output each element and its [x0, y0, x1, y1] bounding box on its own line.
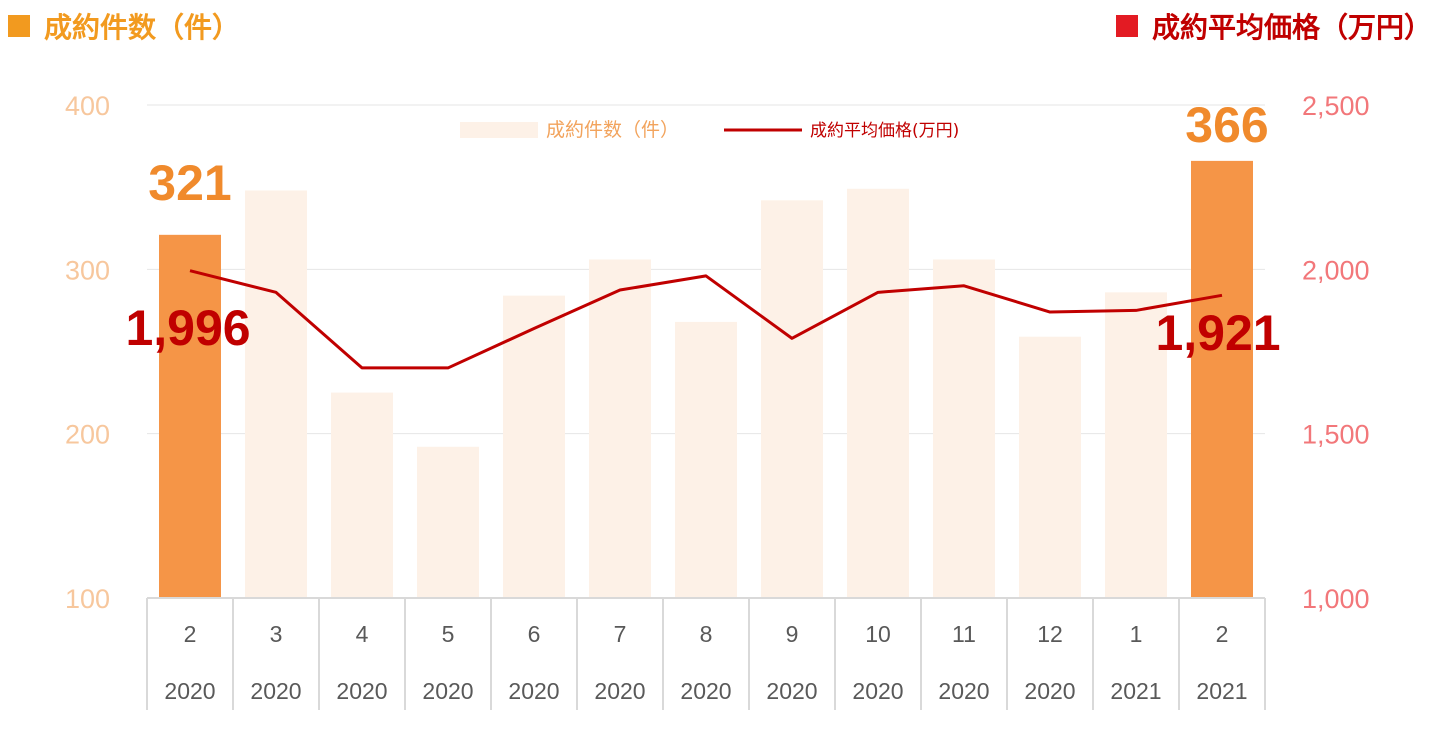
left-axis-tick: 300: [65, 255, 110, 285]
left-axis-tick: 200: [65, 420, 110, 450]
bar: [417, 446, 479, 598]
x-tick-year: 2020: [766, 678, 817, 704]
x-tick-month: 8: [700, 621, 713, 647]
bar: [503, 295, 565, 598]
legend-bar-label: 成約件数（件）: [546, 119, 679, 141]
x-tick-year: 2020: [422, 678, 473, 704]
x-tick-month: 2: [1216, 621, 1229, 647]
left-axis-title: 成約件数（件）: [8, 6, 240, 46]
right-title-square-icon: [1115, 15, 1138, 37]
bar: [933, 259, 995, 598]
legend-bar-swatch: [460, 122, 538, 138]
bars: [159, 160, 1253, 598]
left-axis: 100 200 300 400: [65, 91, 110, 614]
bar: [675, 321, 737, 598]
bar: [847, 188, 909, 598]
x-tick-month: 10: [865, 621, 891, 647]
left-title-square-icon: [8, 15, 30, 37]
bar: [1105, 292, 1167, 598]
x-tick-month: 12: [1037, 621, 1063, 647]
last-bar-value-label: 366: [1185, 97, 1268, 153]
bar: [159, 234, 221, 598]
x-tick-month: 3: [270, 621, 283, 647]
x-axis: 2 2020 3 2020 4 2020 5 2020 6 2020 7 2020 8 2020 9 2020…: [146, 597, 1266, 710]
legend-line-label: 成約平均価格(万円): [810, 121, 959, 141]
x-tick-year: 2020: [336, 678, 387, 704]
x-tick-year: 2021: [1110, 678, 1161, 704]
x-tick-year: 2020: [250, 678, 301, 704]
x-tick-month: 9: [786, 621, 799, 647]
right-axis-tick: 2,000: [1302, 255, 1370, 285]
last-line-value-label: 1,921: [1155, 305, 1280, 361]
bar: [245, 190, 307, 598]
x-tick-year: 2020: [508, 678, 559, 704]
x-tick-month: 11: [952, 621, 976, 647]
x-tick-year: 2020: [938, 678, 989, 704]
x-tick-year: 2020: [852, 678, 903, 704]
right-axis-tick: 1,000: [1302, 584, 1370, 614]
x-tick-month: 2: [184, 621, 197, 647]
x-tick-month: 7: [614, 621, 627, 647]
first-bar-value-label: 321: [148, 155, 231, 211]
x-tick-month: 5: [442, 621, 455, 647]
right-axis-title: 成約平均価格（万円）: [1115, 6, 1432, 46]
bar: [331, 392, 393, 598]
x-tick-month: 4: [356, 621, 369, 647]
x-tick-year: 2020: [594, 678, 645, 704]
left-title-text: 成約件数（件）: [44, 11, 241, 44]
x-tick-year: 2021: [1196, 678, 1247, 704]
annotations: 321 366 1,996 1,921: [125, 97, 1280, 361]
bar: [1191, 160, 1253, 598]
bar: [761, 200, 823, 598]
x-tick-month: 6: [528, 621, 541, 647]
price-line: [189, 269, 1223, 370]
legend: 成約件数（件） 成約平均価格(万円): [460, 119, 959, 141]
x-tick-year: 2020: [164, 678, 215, 704]
price-line-path: [189, 269, 1223, 370]
left-axis-tick: 100: [65, 584, 110, 614]
right-axis: 1,000 1,500 2,000 2,500: [1302, 91, 1370, 614]
x-tick-month: 1: [1130, 621, 1143, 647]
x-tick-year: 2020: [680, 678, 731, 704]
left-axis-tick: 400: [65, 91, 110, 121]
first-line-value-label: 1,996: [125, 300, 250, 356]
right-title-text: 成約平均価格（万円）: [1151, 11, 1432, 44]
right-axis-tick: 1,500: [1302, 420, 1370, 450]
right-axis-tick: 2,500: [1302, 91, 1370, 121]
x-tick-year: 2020: [1024, 678, 1075, 704]
bar: [589, 259, 651, 598]
bar: [1019, 336, 1081, 598]
